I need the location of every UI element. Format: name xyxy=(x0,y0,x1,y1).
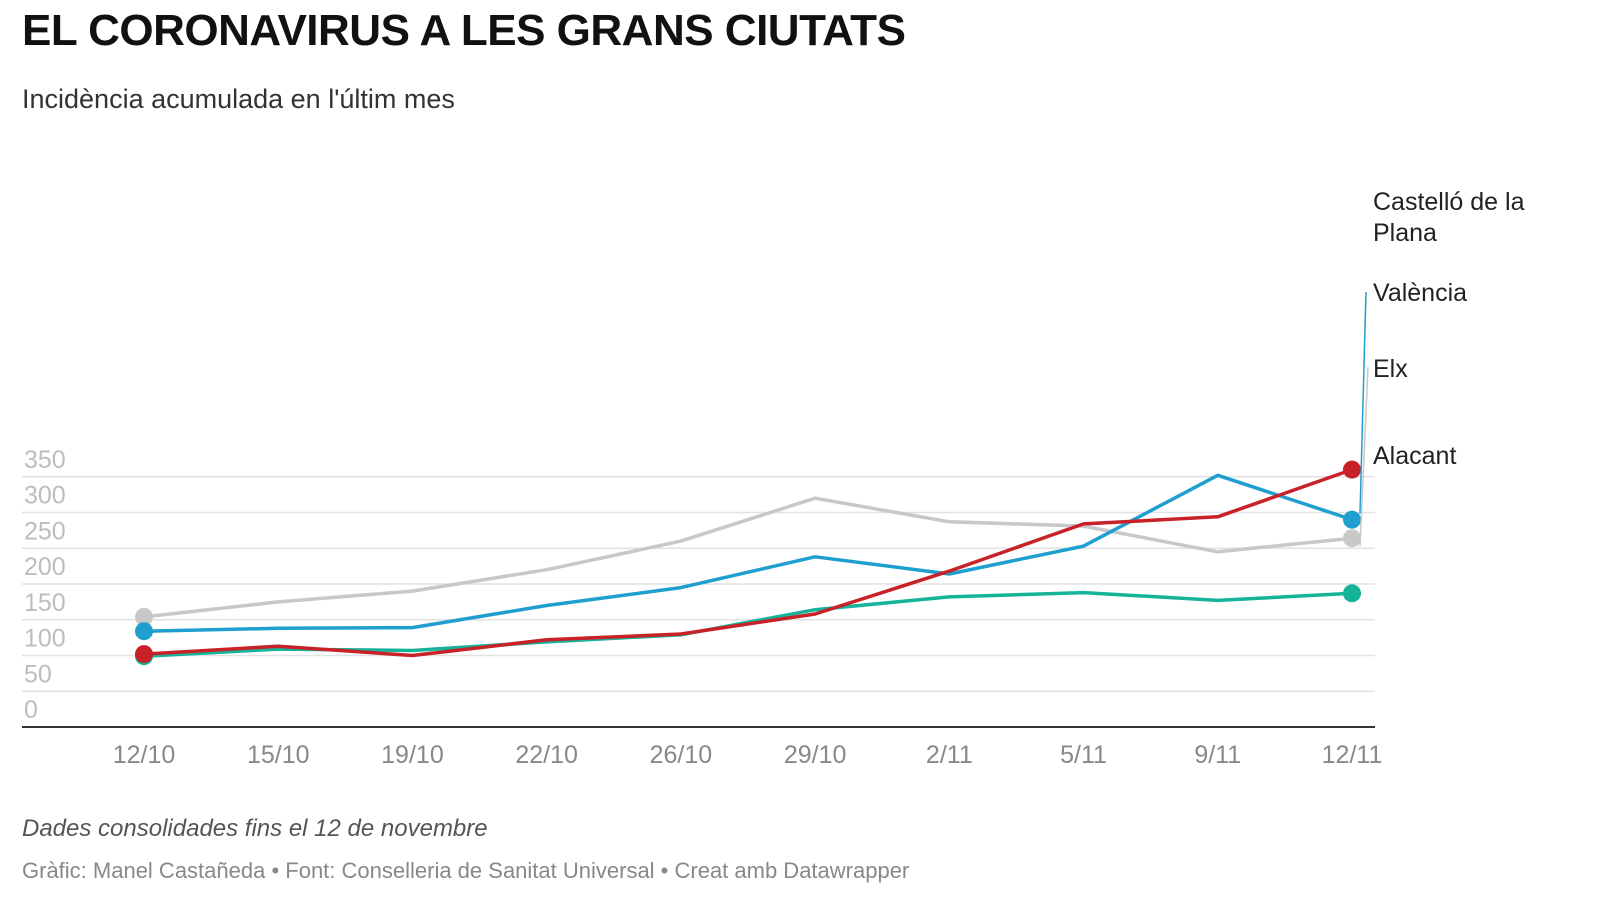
chart-title: EL CORONAVIRUS A LES GRANS CIUTATS xyxy=(22,6,906,55)
y-tick-label: 0 xyxy=(24,696,38,724)
series-line-castell-de-la-plana xyxy=(142,467,1354,658)
x-tick-label: 12/10 xyxy=(113,741,176,769)
x-tick-label: 2/11 xyxy=(926,741,973,769)
series-label-alacant: Alacant xyxy=(1373,442,1456,470)
y-axis-ticks: 0 50 100 150 200 250 300 350 xyxy=(24,446,66,724)
series-start-point-val-ncia xyxy=(135,622,153,641)
leader-line-elx xyxy=(1359,366,1369,547)
series-end-point-elx xyxy=(1343,529,1361,548)
series-label-line: Plana xyxy=(1373,219,1437,247)
y-tick-label: 150 xyxy=(24,589,66,617)
y-tick-label: 350 xyxy=(24,446,66,474)
chart-subtitle: Incidència acumulada en l'últim mes xyxy=(22,84,455,114)
y-tick-label: 200 xyxy=(24,553,66,581)
x-tick-label: 12/11 xyxy=(1322,741,1383,769)
x-tick-label: 5/11 xyxy=(1060,741,1107,769)
chart-notes: Dades consolidades fins el 12 de novembr… xyxy=(22,815,488,842)
series-line-elx xyxy=(142,496,1354,619)
series-end-point-castell-de-la-plana xyxy=(1343,460,1361,479)
x-tick-label: 19/10 xyxy=(381,741,444,769)
leader-line-valencia xyxy=(1359,291,1367,514)
chart-byline: Gràfic: Manel Castañeda • Font: Conselle… xyxy=(22,858,910,883)
series-line-val-ncia xyxy=(142,473,1354,633)
series-label-castell-de-la-plana: Castelló de la Plana xyxy=(1373,188,1525,247)
series-label-line: Castelló de la xyxy=(1373,188,1525,216)
series-lines xyxy=(142,467,1354,658)
x-tick-label: 15/10 xyxy=(247,741,310,769)
y-tick-label: 300 xyxy=(24,482,66,510)
series-label-val-ncia: València xyxy=(1373,279,1467,307)
series-end-point-val-ncia xyxy=(1343,510,1361,529)
series-end-point-alacant xyxy=(1343,584,1361,603)
line-chart: 0 50 100 150 200 250 300 350 12/10 15/10 19/10 22/… xyxy=(22,188,1525,769)
x-tick-label: 29/10 xyxy=(784,741,847,769)
series-labels: Elx València Alacant Castelló de la Plana xyxy=(1359,188,1525,547)
series-start-point-elx xyxy=(135,607,153,626)
x-tick-label: 22/10 xyxy=(515,741,578,769)
series-start-point-castell-de-la-plana xyxy=(135,645,153,664)
series-endpoints xyxy=(135,460,1361,666)
x-tick-label: 9/11 xyxy=(1194,741,1241,769)
y-tick-label: 250 xyxy=(24,517,66,545)
series-label-elx: Elx xyxy=(1373,355,1408,383)
y-tick-label: 100 xyxy=(24,625,66,653)
x-axis-ticks: 12/10 15/10 19/10 22/10 26/10 29/10 2/11 5/11 9/… xyxy=(113,741,1383,769)
x-tick-label: 26/10 xyxy=(650,741,713,769)
y-tick-label: 50 xyxy=(24,660,52,688)
